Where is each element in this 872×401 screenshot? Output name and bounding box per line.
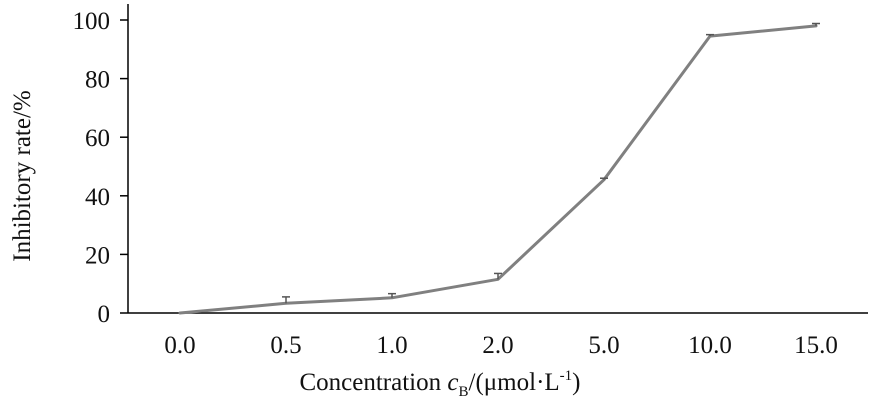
x-axis-title-unit: /(μmol·L xyxy=(469,369,560,396)
x-axis-title-prefix: Concentration xyxy=(299,369,447,396)
x-tick-label: 1.0 xyxy=(376,332,407,359)
y-tick-label: 40 xyxy=(85,184,110,211)
y-axis-title: Inhibitory rate/% xyxy=(9,90,36,261)
y-ticks: 0 20 40 60 80 100 xyxy=(73,8,128,328)
x-tick-label: 10.0 xyxy=(688,332,732,359)
axes xyxy=(127,4,868,314)
x-axis-title: Concentration cB/(μmol·L-1) xyxy=(299,368,580,400)
y-tick-label: 60 xyxy=(85,125,110,152)
x-tick-label: 5.0 xyxy=(588,332,619,359)
error-bar xyxy=(388,292,396,298)
y-tick-label: 100 xyxy=(73,8,111,35)
x-ticks: 0.0 0.5 1.0 2.0 5.0 10.0 15.0 xyxy=(164,332,838,359)
y-tick-label: 20 xyxy=(85,242,110,269)
error-bar xyxy=(600,177,608,180)
y-tick-label: 0 xyxy=(98,301,111,328)
error-bar xyxy=(282,296,290,304)
error-bar xyxy=(812,22,820,26)
error-bar xyxy=(494,272,502,280)
x-axis-title-variable: c xyxy=(447,369,458,396)
series-line xyxy=(178,24,818,315)
error-bar xyxy=(706,33,714,37)
x-tick-label: 0.5 xyxy=(270,332,301,359)
x-tick-label: 2.0 xyxy=(482,332,513,359)
x-tick-label: 0.0 xyxy=(164,332,195,359)
y-tick-label: 80 xyxy=(85,67,110,94)
x-axis-title-superscript: -1 xyxy=(560,368,573,384)
series-layer xyxy=(178,22,820,315)
x-tick-label: 15.0 xyxy=(794,332,838,359)
x-axis-title-subscript: B xyxy=(458,384,468,400)
x-axis-title-suffix: ) xyxy=(572,369,580,396)
